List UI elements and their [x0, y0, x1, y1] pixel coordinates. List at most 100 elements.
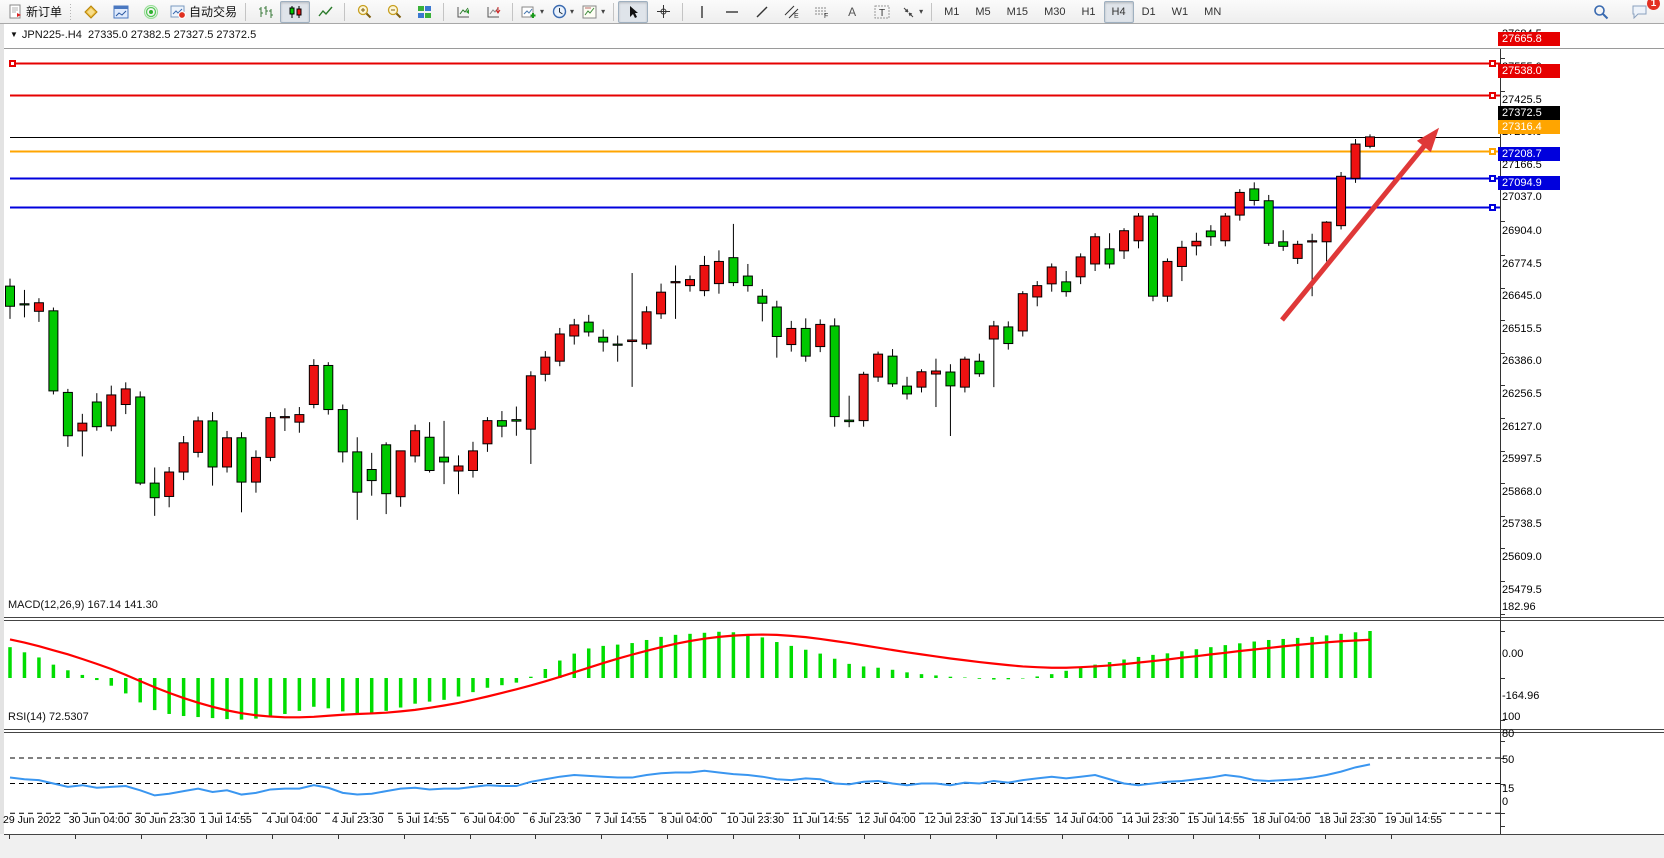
- cursor-button[interactable]: [618, 0, 649, 23]
- auto-trading-button[interactable]: 自动交易: [166, 1, 241, 23]
- candle-up: [1133, 215, 1144, 242]
- timeframe-M5[interactable]: M5: [975, 5, 991, 18]
- timeframe-D1[interactable]: D1: [1141, 5, 1156, 18]
- cursor-arrow-icon: [629, 5, 638, 18]
- dropdown-caret-icon: ▾: [919, 7, 924, 16]
- equidistant-channel-button[interactable]: E: [777, 1, 807, 23]
- zoom-in-button[interactable]: [349, 1, 379, 23]
- candle-down: [974, 360, 985, 375]
- candle-up: [77, 422, 88, 432]
- bar-chart-type-button[interactable]: [250, 1, 280, 23]
- chart-shift-icon: [487, 6, 500, 17]
- trendline-icon: [756, 6, 768, 17]
- candle-down: [207, 420, 218, 468]
- candle-up: [1336, 175, 1347, 227]
- candle-up: [265, 417, 276, 458]
- period-button[interactable]: ▾: [548, 1, 578, 23]
- auto-trading-label: 自动交易: [189, 5, 238, 19]
- candle-down: [1003, 326, 1014, 345]
- horizontal-line-icon: [726, 10, 739, 13]
- horizontal-line-button[interactable]: [717, 1, 747, 23]
- signals-button[interactable]: [136, 1, 166, 23]
- candle-down: [352, 451, 363, 493]
- level-lines[interactable]: [9, 60, 1500, 211]
- rsi-indicator-label: RSI(14) 72.5307: [8, 711, 89, 723]
- timeframe-M15[interactable]: M15: [1006, 5, 1029, 18]
- candle-down: [1278, 241, 1289, 247]
- price-axis[interactable]: [1497, 24, 1664, 810]
- chart-title-bar[interactable]: ▼ JPN225-.H4 27335.0 27382.5 27327.5 2737…: [10, 29, 256, 41]
- candle-down: [496, 420, 507, 427]
- timeframe-M30[interactable]: M30: [1044, 5, 1066, 18]
- timeframe-W1[interactable]: W1: [1171, 5, 1189, 18]
- candle-down: [1061, 281, 1072, 293]
- candle-up: [1119, 230, 1130, 252]
- macd-indicator-label: MACD(12,26,9) 167.14 141.30: [8, 599, 158, 611]
- text-label-button[interactable]: T: [867, 1, 897, 23]
- candle-down: [323, 364, 334, 411]
- time-axis[interactable]: [0, 811, 1497, 834]
- candle-down: [757, 295, 768, 304]
- candle-down: [511, 419, 522, 422]
- red-arrow-annotation[interactable]: [1280, 127, 1440, 322]
- candle-down: [236, 437, 247, 483]
- chat-button[interactable]: 1: [1624, 0, 1660, 23]
- chart-canvas[interactable]: [4, 24, 1664, 858]
- arrows-tool-icon: [903, 7, 914, 17]
- toolbar-separator: [613, 2, 615, 21]
- new-order-button[interactable]: 新订单: [4, 1, 66, 23]
- timeframe-MN[interactable]: MN: [1204, 5, 1222, 18]
- text-button[interactable]: A: [837, 1, 867, 23]
- macd-pane: [8, 630, 1372, 720]
- candle-down: [366, 468, 377, 482]
- candle-up: [1075, 256, 1086, 278]
- auto-trading-icon: [170, 5, 186, 19]
- candlestick-chart-type-button[interactable]: [280, 0, 311, 23]
- tile-windows-button[interactable]: [409, 1, 439, 23]
- candle-up: [815, 323, 826, 348]
- timeframe-H1[interactable]: H1: [1081, 5, 1096, 18]
- candle-down: [829, 325, 840, 418]
- chart-shift-button[interactable]: [478, 1, 508, 23]
- candle-up: [1321, 221, 1332, 243]
- candle-up: [988, 325, 999, 340]
- notification-badge: 1: [1647, 0, 1660, 10]
- candle-up: [164, 471, 175, 497]
- candle-up: [33, 302, 44, 312]
- candle-up: [308, 364, 319, 406]
- timeframe-H4[interactable]: H4: [1103, 0, 1134, 23]
- vertical-line-icon: [701, 5, 703, 18]
- signal-rings-icon: [143, 4, 159, 19]
- templates-button[interactable]: ▾: [578, 1, 609, 23]
- candle-down: [1205, 230, 1216, 238]
- candle-down: [902, 385, 913, 395]
- candle-up: [1017, 293, 1028, 332]
- timeframe-M1[interactable]: M1: [944, 5, 960, 18]
- search-button[interactable]: [1586, 1, 1616, 23]
- toolbar-separator: [344, 2, 346, 21]
- chart-window-icon: [113, 5, 129, 18]
- trendline-button[interactable]: [747, 1, 777, 23]
- candle-down: [91, 401, 102, 428]
- new-chart-button[interactable]: ▾: [517, 1, 548, 23]
- chart-window: [0, 24, 1664, 839]
- candle-down: [844, 419, 855, 423]
- candle-down: [337, 409, 348, 453]
- crosshair-button[interactable]: [648, 1, 678, 23]
- zoom-in-icon: [357, 4, 371, 19]
- gold-diamond-icon: [84, 4, 98, 19]
- auto-scroll-button[interactable]: [448, 1, 478, 23]
- fibonacci-button[interactable]: F: [807, 1, 837, 23]
- candlestick-series: [5, 134, 1375, 520]
- candle-up: [569, 324, 580, 337]
- zoom-out-icon: [387, 4, 401, 19]
- vertical-line-button[interactable]: [687, 1, 717, 23]
- market-watch-button[interactable]: [106, 1, 136, 23]
- candle-up: [627, 339, 638, 343]
- arrows-tool-button[interactable]: ▾: [897, 1, 927, 23]
- candle-up: [916, 371, 927, 388]
- zoom-out-button[interactable]: [379, 1, 409, 23]
- community-button[interactable]: [76, 1, 106, 23]
- symbol-dropdown-icon[interactable]: ▼: [10, 30, 18, 39]
- line-chart-type-button[interactable]: [310, 1, 340, 23]
